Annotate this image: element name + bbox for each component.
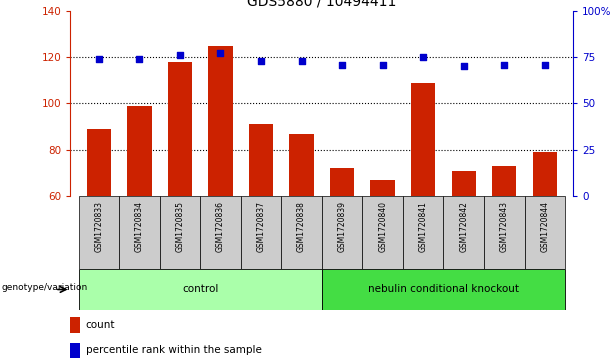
Text: GSM1720844: GSM1720844 (540, 201, 549, 252)
Text: GSM1720836: GSM1720836 (216, 201, 225, 252)
Bar (452, 171, 476, 196)
Point (500, 62, 509, 68)
Bar (168, 62, 192, 196)
Bar (70, 317, 80, 333)
Bar (411, 83, 435, 196)
Point (216, 50, 226, 56)
Bar (525, 196, 565, 269)
Point (134, 56, 144, 62)
Bar (370, 180, 395, 196)
Text: GSM1720840: GSM1720840 (378, 201, 387, 252)
Text: GSM1720833: GSM1720833 (94, 201, 104, 252)
Bar (249, 124, 273, 196)
Bar (159, 196, 200, 269)
Point (256, 58, 266, 64)
Bar (403, 196, 443, 269)
Text: nebulin conditional knockout: nebulin conditional knockout (368, 285, 519, 294)
Point (540, 62, 550, 68)
Bar (208, 46, 233, 196)
Title: GDS5880 / 10494411: GDS5880 / 10494411 (247, 0, 397, 8)
Point (418, 54, 428, 60)
Bar (362, 196, 403, 269)
Bar (533, 152, 557, 196)
Bar (86, 129, 111, 196)
Point (337, 62, 347, 68)
Bar (128, 106, 151, 196)
Bar (492, 166, 516, 196)
Bar (330, 168, 354, 196)
Text: GSM1720842: GSM1720842 (459, 201, 468, 252)
Bar (289, 134, 314, 196)
Bar (484, 196, 525, 269)
Bar (119, 196, 159, 269)
Text: GSM1720841: GSM1720841 (419, 201, 428, 252)
Text: GSM1720843: GSM1720843 (500, 201, 509, 252)
Bar (241, 196, 281, 269)
Bar (78, 269, 322, 310)
Bar (70, 343, 80, 358)
Point (94, 56, 104, 62)
Point (175, 52, 185, 58)
Point (459, 64, 468, 69)
Bar (281, 196, 322, 269)
Bar (78, 196, 119, 269)
Point (297, 58, 306, 64)
Bar (322, 269, 565, 310)
Bar (322, 196, 362, 269)
Text: percentile rank within the sample: percentile rank within the sample (86, 345, 262, 355)
Text: GSM1720837: GSM1720837 (256, 201, 265, 252)
Text: GSM1720835: GSM1720835 (175, 201, 185, 252)
Text: GSM1720834: GSM1720834 (135, 201, 144, 252)
Text: control: control (182, 285, 218, 294)
Bar (200, 196, 241, 269)
Point (378, 62, 387, 68)
Text: GSM1720838: GSM1720838 (297, 201, 306, 252)
Text: GSM1720839: GSM1720839 (338, 201, 346, 252)
Text: genotype/variation: genotype/variation (1, 283, 88, 292)
Bar (443, 196, 484, 269)
Text: count: count (86, 320, 115, 330)
